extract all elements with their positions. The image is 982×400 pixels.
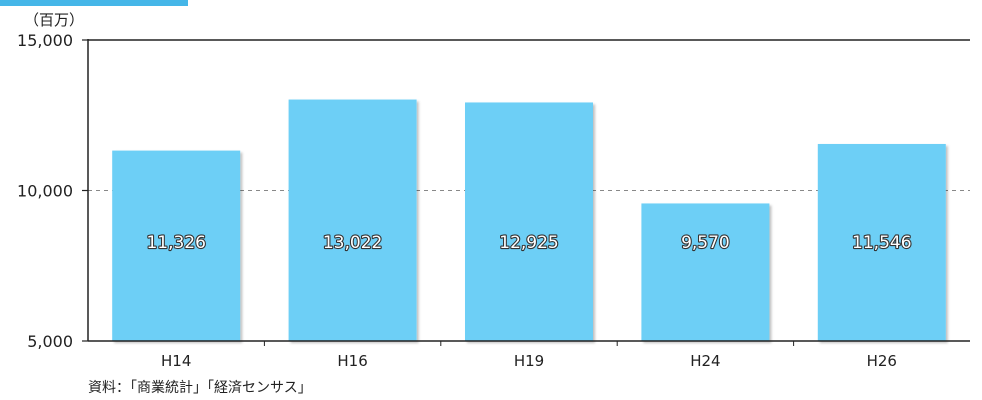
bar-H26 <box>817 143 946 341</box>
x-tick-label-H24: H24 <box>690 352 720 370</box>
y-axis-unit-label: （百万） <box>24 11 85 29</box>
y-tick-label-1: 10,000 <box>17 182 73 201</box>
source-note: 資料：「商業統計」「経済センサス」 <box>88 380 312 396</box>
bar-value-label-H26: 11,546 <box>852 233 911 253</box>
bar-H16 <box>288 99 417 341</box>
x-tick-label-H19: H19 <box>514 352 544 370</box>
bar-value-label-H19: 12,925 <box>499 233 558 253</box>
y-tick-label-0: 5,000 <box>27 332 73 351</box>
bar-value-label-H16: 13,022 <box>323 233 382 253</box>
bar-H19 <box>465 102 593 342</box>
y-tick-label-2: 15,000 <box>17 31 73 50</box>
bar-H24 <box>641 203 770 341</box>
x-tick-label-H16: H16 <box>337 352 367 370</box>
header-accent-bar <box>0 0 188 6</box>
x-tick-label-H26: H26 <box>867 352 897 370</box>
x-tick-label-H14: H14 <box>161 352 191 370</box>
bar-H14 <box>112 150 241 341</box>
bar-value-label-H14: 11,326 <box>146 233 205 253</box>
bar-value-label-H24: 9,570 <box>681 233 730 253</box>
